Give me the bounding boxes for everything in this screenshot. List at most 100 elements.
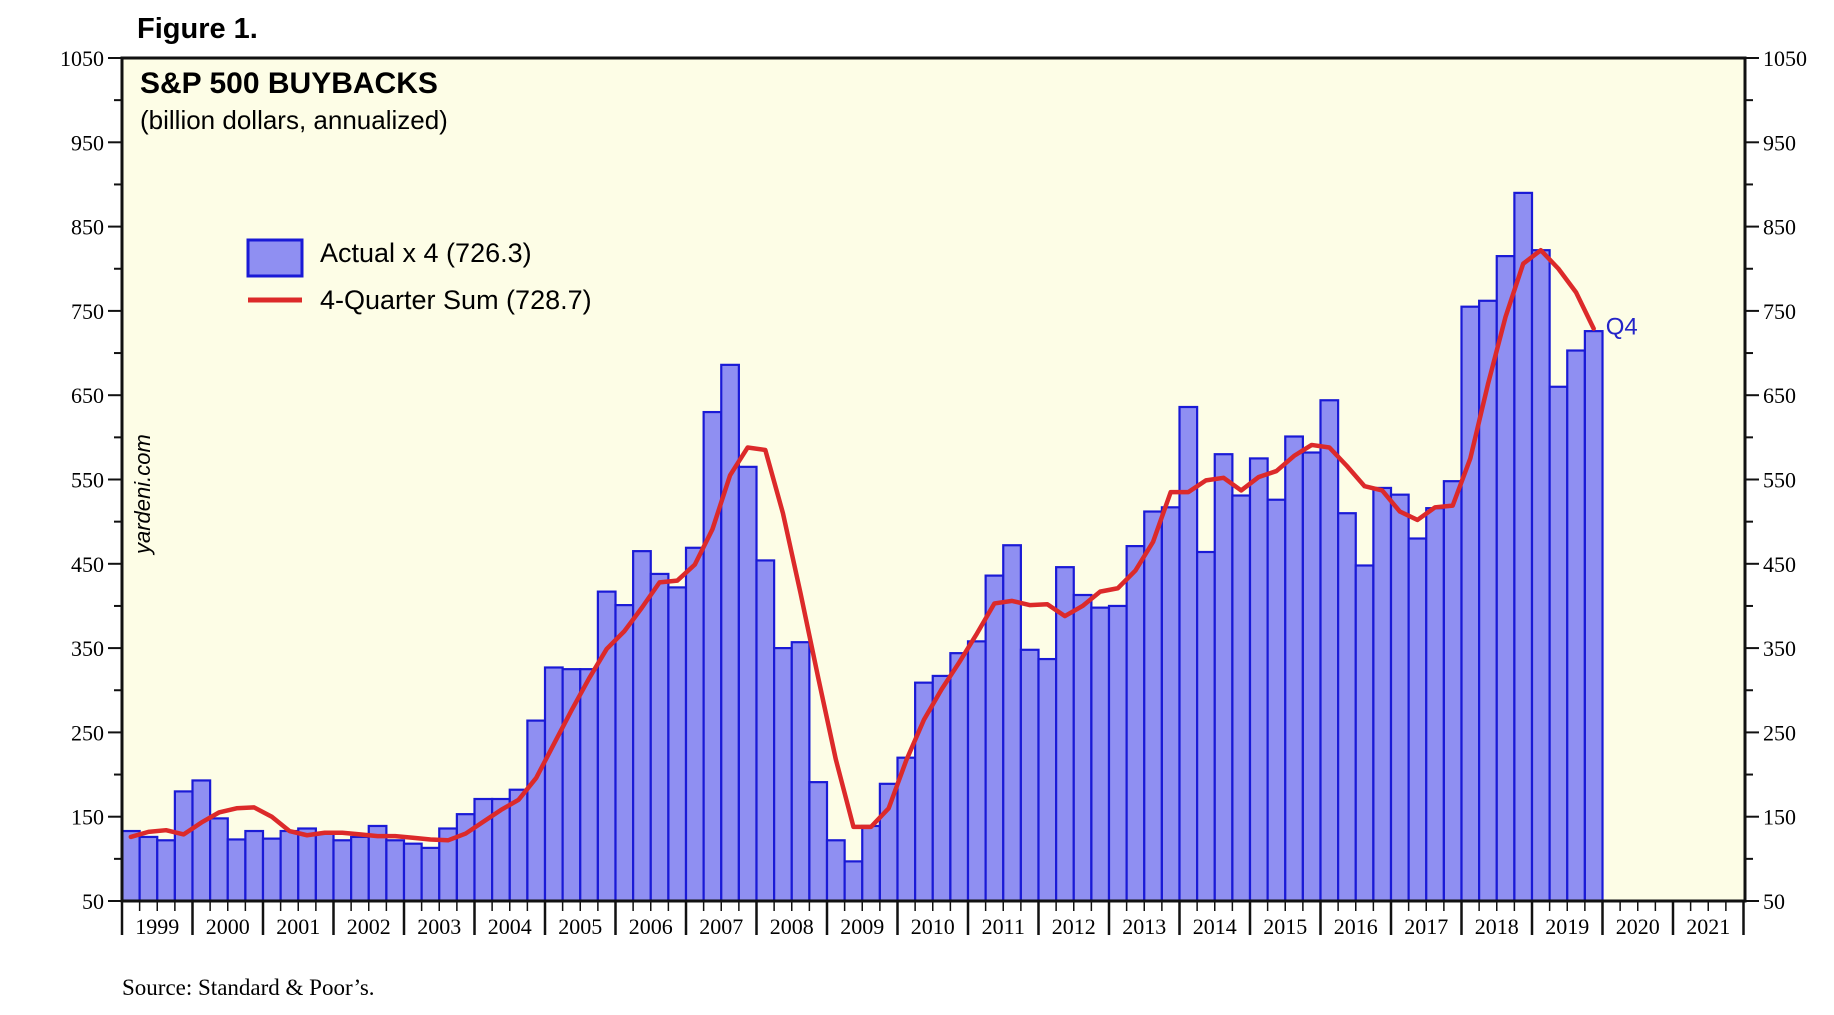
bar (649, 572, 670, 903)
figure-label: Figure 1. (137, 13, 258, 45)
x-tick-label: 2009 (840, 914, 884, 939)
bar (773, 646, 793, 903)
y-tick-label-right: 650 (1763, 383, 1796, 408)
bar (931, 674, 952, 903)
bar (1143, 510, 1163, 903)
y-tick-label-left: 50 (82, 889, 104, 914)
x-tick-label: 2003 (417, 914, 461, 939)
y-tick-label-left: 350 (71, 636, 104, 661)
bar (1072, 593, 1093, 903)
bar (1513, 191, 1534, 903)
bar (1442, 480, 1463, 903)
bar (878, 782, 899, 903)
bar (1284, 435, 1304, 903)
chart-subtitle: (billion dollars, annualized) (140, 105, 448, 135)
y-tick-label-left: 550 (71, 468, 104, 493)
bar (1266, 498, 1287, 903)
bar (156, 839, 176, 903)
bar (667, 586, 688, 903)
bar (825, 839, 846, 903)
bar (473, 797, 494, 903)
bar (1319, 399, 1340, 903)
bar (543, 666, 564, 903)
bar (244, 829, 265, 903)
bar (508, 788, 529, 903)
y-tick-label-right: 250 (1763, 720, 1796, 745)
y-tick-label-right: 550 (1763, 468, 1796, 493)
chart-title: S&P 500 BUYBACKS (140, 67, 438, 100)
bar (1160, 506, 1181, 903)
y-tick-label-right: 450 (1763, 552, 1796, 577)
bar (279, 829, 300, 903)
bar (297, 827, 317, 903)
bar (843, 860, 864, 903)
bar (808, 781, 829, 903)
bar (966, 640, 987, 903)
x-tick-label: 2017 (1404, 914, 1448, 939)
bar (191, 779, 212, 903)
bar (120, 829, 141, 903)
bar (1301, 451, 1322, 903)
x-tick-label: 2014 (1193, 914, 1237, 939)
bar (1548, 385, 1569, 903)
bar (173, 790, 194, 903)
x-tick-label: 2007 (699, 914, 743, 939)
x-tick-label: 2001 (276, 914, 320, 939)
y-tick-label-left: 850 (71, 215, 104, 240)
y-tick-label-left: 450 (71, 552, 104, 577)
x-tick-label: 2016 (1334, 914, 1378, 939)
end-label-q4: Q4 (1606, 314, 1638, 341)
bar (226, 838, 247, 903)
y-tick-label-right: 750 (1763, 299, 1796, 324)
bar (261, 837, 282, 903)
source-note: Source: Standard & Poor’s. (122, 975, 375, 1000)
legend-line-label: 4-Quarter Sum (728.7) (320, 285, 592, 315)
y-tick-label-right: 850 (1763, 215, 1796, 240)
bar (720, 363, 740, 903)
bar (1425, 507, 1445, 903)
bar (596, 590, 617, 903)
bar (1495, 255, 1516, 903)
bar (632, 550, 652, 903)
bar (138, 835, 159, 903)
bar (1372, 486, 1393, 903)
bar (1037, 657, 1058, 903)
bar (526, 719, 547, 903)
bar (1231, 494, 1252, 903)
x-tick-label: 2012 (1052, 914, 1096, 939)
bar (755, 559, 776, 903)
x-tick-label: 2000 (206, 914, 250, 939)
bar (1178, 405, 1199, 903)
legend: Actual x 4 (726.3) 4-Quarter Sum (728.7) (246, 238, 592, 315)
bar (737, 465, 758, 903)
y-tick-label-left: 650 (71, 383, 104, 408)
x-tick-label: 2002 (347, 914, 391, 939)
y-tick-label-left: 250 (71, 720, 104, 745)
bar (420, 846, 441, 903)
bar (1566, 349, 1586, 903)
bar (1530, 249, 1551, 903)
x-tick-label: 2004 (488, 914, 532, 939)
bar (684, 546, 705, 903)
bar (332, 839, 353, 903)
y-tick-label-right: 1050 (1763, 46, 1807, 71)
y-tick-label-right: 150 (1763, 805, 1796, 830)
x-tick-label: 2008 (770, 914, 814, 939)
bar (1583, 330, 1604, 903)
bar (1337, 512, 1357, 903)
bar (1407, 537, 1428, 903)
bar (1213, 453, 1234, 903)
x-tick-label: 2005 (558, 914, 602, 939)
bar (1196, 550, 1216, 903)
bar (1354, 564, 1375, 903)
x-tick-label: 2011 (982, 914, 1025, 939)
y-tick-label-left: 150 (71, 805, 104, 830)
bar (314, 831, 335, 903)
bar (579, 668, 599, 903)
bar (790, 641, 811, 903)
bar (984, 574, 1005, 903)
watermark: yardeni.com (130, 434, 155, 556)
bar (1248, 457, 1269, 903)
